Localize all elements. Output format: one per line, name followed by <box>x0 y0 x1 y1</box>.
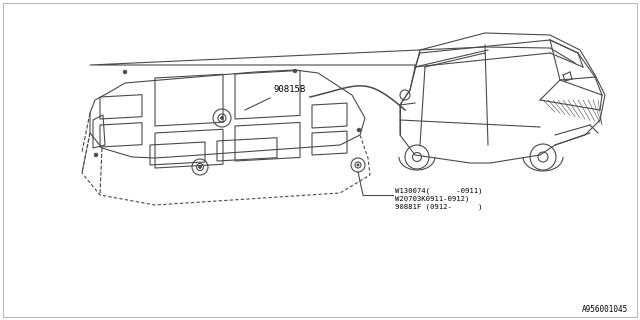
Text: W130074(      -0911): W130074( -0911) <box>395 187 483 194</box>
Text: 90881F (0912-      ): 90881F (0912- ) <box>395 203 483 210</box>
Circle shape <box>293 69 297 73</box>
Circle shape <box>221 116 223 119</box>
Circle shape <box>123 70 127 74</box>
Text: A956001045: A956001045 <box>582 305 628 314</box>
Circle shape <box>198 165 202 169</box>
Circle shape <box>94 153 98 157</box>
Circle shape <box>357 164 359 166</box>
Circle shape <box>357 128 361 132</box>
Text: 90815B: 90815B <box>273 85 305 94</box>
Text: W20703K0911-0912): W20703K0911-0912) <box>395 195 469 202</box>
